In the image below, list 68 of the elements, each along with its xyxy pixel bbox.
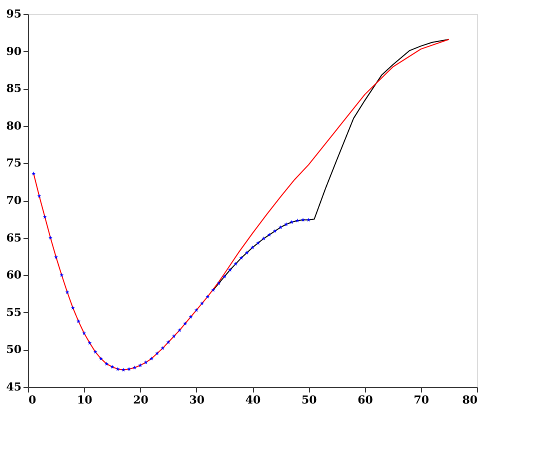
y-tick-label: 75 [6,156,22,170]
point [138,363,142,368]
point [110,364,114,369]
point [65,290,70,294]
point [70,306,75,310]
point [76,319,81,324]
point [200,301,204,306]
point [194,308,198,312]
point [222,274,226,278]
point [290,220,294,224]
point [42,214,47,219]
point [144,360,148,364]
point [272,228,277,233]
x-tick-label: 60 [358,394,374,406]
y-tick-label: 95 [6,8,22,20]
line-series [33,38,450,370]
point [149,356,154,360]
point [104,362,109,366]
x-tick-label: 50 [301,394,318,406]
point [121,368,126,372]
x-tick-label: 20 [133,394,149,406]
x-tick-label: 40 [245,394,261,406]
point [284,222,288,226]
point [160,346,165,350]
y-tick-label: 90 [6,44,22,58]
y-tick-label: 50 [6,343,22,356]
point [178,328,182,332]
point [216,281,221,286]
x-tick-label: 80 [462,394,478,406]
point [206,294,210,298]
point [239,256,244,260]
point [54,255,58,259]
x-tick-label: 10 [76,394,93,406]
point [228,268,232,272]
y-tick-label: 45 [6,380,22,394]
point [132,365,137,370]
x-tick-label: 30 [189,394,205,406]
y-tick-label: 65 [6,231,22,244]
point [188,314,193,319]
point [82,331,86,336]
x-tick-label: 0 [28,394,36,406]
point [116,366,120,371]
point [234,262,238,266]
point [166,340,170,344]
point [306,218,311,222]
x-tick-label: 70 [414,394,430,406]
point [60,272,64,277]
point [301,218,306,222]
point [295,218,300,222]
point [98,356,103,360]
point [262,236,266,240]
y-tick-label: 70 [6,194,22,207]
y-tick-label: 85 [6,82,22,96]
point [32,172,36,176]
line-series [212,38,450,291]
point [183,321,188,326]
point [278,225,283,230]
y-tick-label: 55 [6,306,22,319]
y-tick-label: 60 [6,268,22,282]
point [244,250,249,254]
point [127,366,132,371]
point [93,350,98,354]
point [250,245,255,250]
point [172,334,176,338]
y-tick-label: 80 [6,119,22,132]
point [48,236,52,240]
point [155,351,160,356]
point [267,232,272,237]
